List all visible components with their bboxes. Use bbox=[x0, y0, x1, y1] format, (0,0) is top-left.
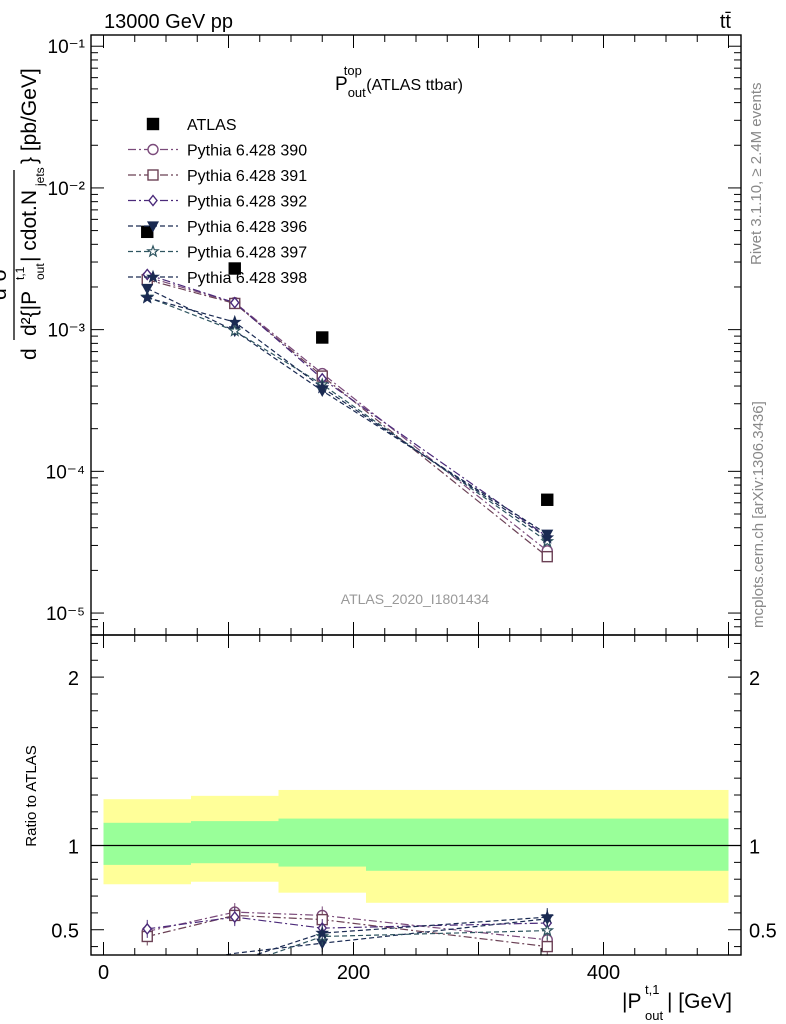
legend-label: ATLAS bbox=[187, 117, 237, 134]
legend-entry: Pythia 6.428 396 bbox=[128, 219, 307, 236]
y-tick-label: 10⁻¹ bbox=[48, 37, 86, 58]
ratio-y-label: Ratio to ATLAS bbox=[23, 745, 40, 846]
uncertainty-band-inner bbox=[191, 821, 279, 864]
ratio-series-point bbox=[142, 922, 153, 936]
plot-title-suffix: (ATLAS ttbar) bbox=[362, 77, 463, 94]
series-line bbox=[147, 296, 548, 542]
ratio-series-line bbox=[267, 930, 548, 955]
legend-entry: Pythia 6.428 398 bbox=[128, 269, 307, 287]
ratio-series-point bbox=[315, 925, 330, 939]
process-label: tt̄ bbox=[720, 11, 732, 33]
svg-text:out: out bbox=[33, 263, 47, 280]
main-plot: 10⁻⁵ 10⁻⁴ 10⁻³ 10⁻² 10⁻¹ bbox=[46, 34, 742, 636]
legend-marker bbox=[146, 117, 160, 131]
ratio-series-point bbox=[229, 910, 240, 924]
series-line bbox=[147, 297, 548, 539]
legend-label: Pythia 6.428 398 bbox=[187, 270, 307, 287]
y-tick-label: 10⁻⁵ bbox=[46, 604, 85, 625]
legend-marker bbox=[148, 194, 158, 207]
legend-marker bbox=[147, 169, 159, 181]
legend-label: Pythia 6.428 392 bbox=[187, 194, 307, 211]
plot-title-main: P bbox=[335, 74, 348, 95]
x-tick-label: 200 bbox=[337, 962, 370, 984]
series-point bbox=[315, 380, 330, 394]
x-tick-label: 0 bbox=[98, 962, 109, 984]
ratio-y-tick-label-right: 1 bbox=[749, 837, 760, 859]
ratio-y-tick-label-right: 0.5 bbox=[749, 921, 777, 943]
svg-text:jets: jets bbox=[33, 167, 47, 187]
plot-title-sup: top bbox=[344, 63, 362, 78]
data-point bbox=[228, 262, 241, 275]
series-point bbox=[229, 296, 240, 309]
svg-text:|P: |P bbox=[622, 990, 641, 1013]
uncertainty-band-inner bbox=[103, 822, 191, 865]
data-point bbox=[541, 493, 554, 506]
svg-text:t,1: t,1 bbox=[13, 266, 27, 280]
legend-marker bbox=[146, 269, 160, 283]
legend-entry: Pythia 6.428 392 bbox=[128, 194, 307, 211]
y-tick-label: 10⁻² bbox=[48, 179, 86, 200]
legend-entry: Pythia 6.428 397 bbox=[128, 244, 307, 262]
ratio-series-point bbox=[540, 923, 555, 937]
ratio-series-line bbox=[147, 916, 548, 930]
series-line bbox=[147, 287, 548, 535]
plot-title: Pout top (ATLAS ttbar) bbox=[335, 63, 463, 100]
legend-marker bbox=[146, 244, 160, 258]
series-point bbox=[540, 530, 555, 544]
legend-label: Pythia 6.428 396 bbox=[187, 219, 307, 236]
ratio-series-line bbox=[221, 918, 548, 955]
ratio-series-point bbox=[540, 909, 555, 923]
y-tick-label: 10⁻⁴ bbox=[46, 462, 85, 483]
uncertainty-band-inner bbox=[366, 818, 729, 871]
legend-label: Pythia 6.428 390 bbox=[187, 143, 307, 160]
legend: ATLAS Pythia 6.428 390 Pythia 6.428 391 Pyt… bbox=[128, 117, 307, 287]
legend-entry: Pythia 6.428 390 bbox=[128, 143, 307, 160]
svg-text:t,1: t,1 bbox=[645, 982, 659, 997]
ratio-y-tick-label: 1 bbox=[68, 837, 79, 859]
legend-marker bbox=[147, 143, 159, 156]
energy-label: 13000 GeV pp bbox=[104, 11, 233, 33]
series-line bbox=[147, 276, 548, 552]
svg-text:d²{|P: d²{|P bbox=[18, 291, 41, 336]
legend-marker bbox=[146, 221, 160, 233]
ratio-y-tick-label: 0.5 bbox=[51, 921, 79, 943]
y-axis-label-main: d d²{|P out t,1 | cdot.N jets } [pb/GeV]… bbox=[0, 68, 47, 360]
ratio-y-tick-label: 2 bbox=[68, 668, 79, 690]
plot-title-sub: out bbox=[348, 85, 366, 100]
legend-label: Pythia 6.428 391 bbox=[187, 168, 307, 185]
series-point bbox=[540, 534, 555, 548]
svg-text:| cdot.N: | cdot.N bbox=[18, 190, 41, 262]
series-point bbox=[140, 290, 155, 304]
ratio-plot: 0.5 0.5 1 1 2 2 0 200 400 bbox=[51, 634, 777, 984]
side-rivet-label: Rivet 3.1.10, ≥ 2.4M events bbox=[748, 83, 765, 266]
series-point bbox=[141, 283, 154, 295]
data-point bbox=[316, 331, 329, 344]
svg-text:out: out bbox=[645, 1008, 663, 1023]
x-tick-label: 400 bbox=[587, 962, 620, 984]
svg-text:d: d bbox=[18, 348, 41, 360]
x-axis-label: |P out t,1 | [GeV] bbox=[622, 982, 732, 1023]
y-tick-label: 10⁻³ bbox=[48, 321, 86, 342]
ratio-y-tick-label-right: 2 bbox=[749, 668, 760, 690]
svg-text:} [pb/GeV]: } [pb/GeV] bbox=[18, 68, 41, 164]
side-mcplots-label: mcplots.cern.ch [arXiv:1306.3436] bbox=[750, 401, 767, 628]
series-point bbox=[541, 550, 553, 563]
series-line bbox=[147, 279, 548, 558]
legend-entry: Pythia 6.428 391 bbox=[128, 168, 307, 185]
series-line bbox=[147, 273, 548, 538]
svg-text:| [GeV]: | [GeV] bbox=[667, 990, 732, 1013]
series-point bbox=[227, 314, 242, 328]
ratio-series-line bbox=[147, 911, 548, 941]
ratio-series-point bbox=[541, 940, 553, 953]
uncertainty-band-inner bbox=[278, 818, 366, 867]
analysis-id: ATLAS_2020_I1801434 bbox=[341, 591, 490, 607]
legend-entry: ATLAS bbox=[146, 117, 237, 134]
svg-text:d²σ: d²σ bbox=[0, 268, 11, 300]
ratio-frame bbox=[90, 634, 742, 956]
series-point bbox=[227, 323, 242, 337]
legend-label: Pythia 6.428 397 bbox=[187, 245, 307, 262]
ratio-series-line bbox=[147, 914, 548, 948]
